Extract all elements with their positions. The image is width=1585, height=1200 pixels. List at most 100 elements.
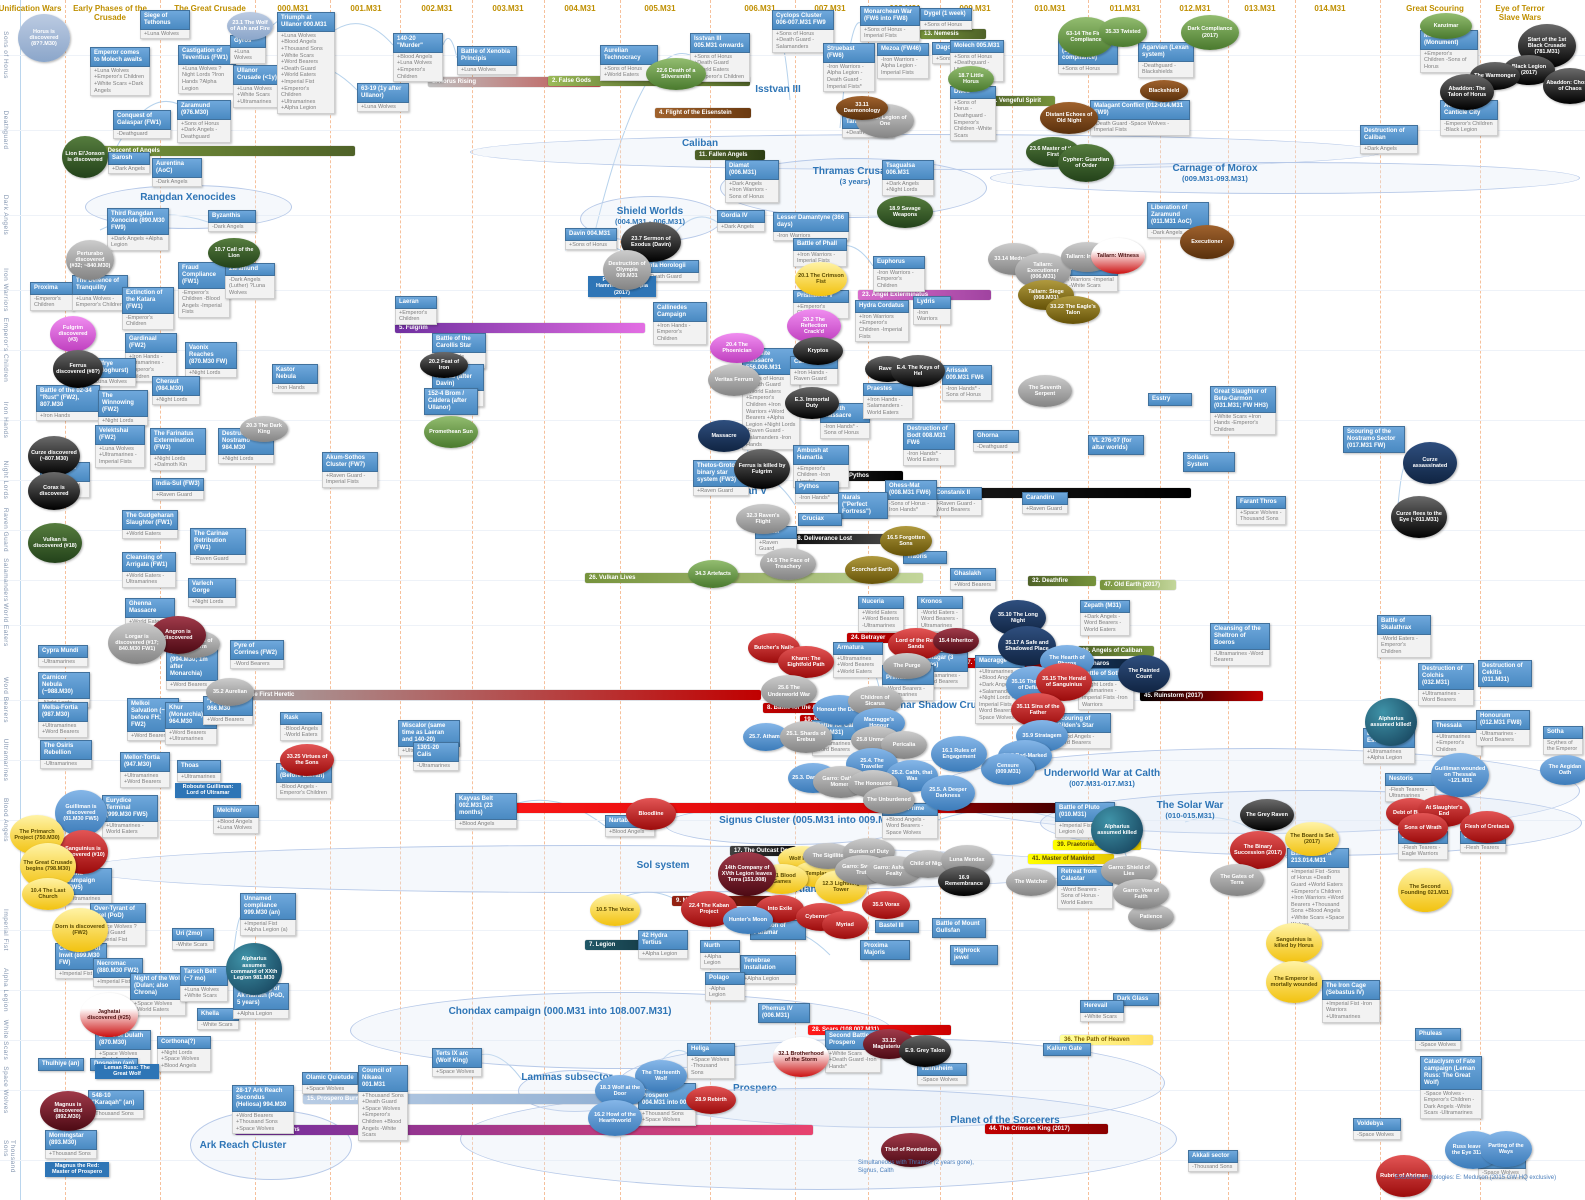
event-title: Fraud Compliance (FW1)	[178, 262, 230, 289]
story-ellipse: Alpharius assumed killed!	[1365, 698, 1417, 746]
event-box: Corthona(?) +Night Lords +Space Wolves +B…	[157, 1036, 211, 1072]
story-ellipse: 35.11 Sins of the Father	[1011, 693, 1065, 727]
event-title: Destruction of Caliban	[1360, 125, 1418, 145]
event-box: The Carinae Retribution (FW1) -Raven Guar…	[190, 528, 246, 565]
event-title: Struebast (FW6)	[823, 43, 875, 63]
event-legions: +Ultramarines -Word Bearers	[1418, 689, 1474, 706]
event-title: 140-20 "Murder"	[393, 33, 443, 53]
event-box: Ghaslakh +Word Bearers	[950, 568, 996, 591]
event-box: Sollaris System	[1183, 452, 1235, 472]
event-title: Kayvas Belt 002.M31 (23 months)	[455, 793, 517, 820]
book-bar: 2. False Gods	[548, 76, 678, 86]
story-ellipse: Parting of the Ways	[1480, 1131, 1532, 1167]
event-box: The Winnowing (FW2) +Night Lords	[98, 390, 148, 427]
story-ellipse: Blackshield	[1140, 80, 1188, 102]
column-header: 000.M31	[277, 4, 308, 13]
event-title: Scouring of Gilden's Star	[1053, 713, 1111, 733]
event-title: Aurelian Technocracy	[600, 45, 658, 65]
column-header: Great Scouring	[1406, 4, 1464, 13]
event-title: Hydra Cordatus	[855, 300, 909, 313]
book-bar: 41. Master of Mankind	[1028, 854, 1114, 864]
event-title: The Carinae Retribution (FW1)	[190, 528, 246, 555]
event-title: Herevail	[1080, 1000, 1124, 1013]
story-ellipse: 14th Company of XVth Legion leaves Terra…	[718, 852, 776, 896]
lane-divider	[0, 480, 1585, 481]
region-label: Underworld War at Calth (007.M31-017.M31)	[1043, 768, 1161, 788]
event-legions: +Luna Wolves +White Scars	[180, 985, 228, 1002]
event-box: 1301-20 Calis -Ultramarines	[413, 742, 459, 772]
book-bar: 34. Pharos	[1075, 659, 1155, 669]
event-box: Olamic Quietude +Space Wolves	[302, 1072, 358, 1095]
event-legions: +Night Lords	[218, 454, 274, 465]
event-title: 63-19 (1y after Ullanor)	[357, 83, 409, 103]
region-label: Caliban	[681, 138, 719, 149]
book-bar: 38. Angels of Caliban	[1078, 646, 1154, 656]
event-box: Laeran +Emperor's Children	[395, 296, 437, 326]
event-legions: +Blood Angels	[605, 827, 655, 838]
event-legions: +Space Wolves	[302, 1084, 358, 1095]
event-box: Struebast (FW6) -Iron Warriors -Alpha Leg…	[823, 43, 875, 93]
event-box: Varlech Gorge +Night Lords	[188, 578, 236, 608]
event-box: The Gudgeharan Slaughter (FW1) +World Eat…	[122, 510, 178, 540]
story-ellipse: Promethean Sun	[424, 416, 478, 448]
event-legions: -Ultramarines -Word Bearers	[1476, 729, 1530, 746]
event-legions: -Blood Angels -Emperor's Children	[276, 782, 332, 799]
story-ellipse: Corax is discovered	[28, 472, 80, 510]
event-legions: +Raven Guard	[693, 486, 749, 497]
lane-label-ultramarines: Ultramarines	[2, 738, 9, 782]
event-legions: +Luna Wolves	[230, 47, 266, 65]
event-title: Gordia IV	[717, 210, 765, 223]
column-header-label: Unification Wars	[0, 4, 62, 13]
event-box: Battle of the 02-34 "Rust" (FW2), 807.M3…	[36, 385, 100, 422]
story-ellipse: The Board is Set (2017)	[1285, 822, 1339, 856]
event-legions: +Blood Angels +Luna Wolves	[213, 817, 259, 835]
event-box: Akum-Sothos Cluster (FW7) +Raven Guard -I…	[322, 452, 378, 488]
event-title: The Iron Cage (Sebastus IV)	[1322, 980, 1380, 1000]
event-legions: +Imperial Fist -Sons of Horus +Death Gua…	[1287, 867, 1349, 931]
event-legions: +Iron Hands -Raven Guard	[790, 368, 838, 386]
book-bar: 13. Nemesis	[920, 29, 986, 39]
event-legions: +Dark Angels +Iron Warriors -Sons of Hor…	[725, 179, 779, 203]
event-title: Thessala	[1432, 720, 1482, 733]
event-title: Terts IX arc (Wolf King)	[432, 1048, 482, 1068]
column-header: 001.M31	[350, 4, 381, 13]
lane-label-emperor-s-children: Emperor's Children	[2, 317, 9, 383]
region-label: Thramas Crusade (3 years)	[812, 166, 898, 186]
story-ellipse: Curze assassinated	[1403, 442, 1457, 484]
story-ellipse: Executioner	[1180, 225, 1234, 259]
event-legions: +Raven Guard -Word Bearers	[932, 499, 982, 517]
event-legions: +Dark Angels	[108, 164, 150, 175]
column-header-label: 014.M31	[1314, 4, 1346, 13]
event-box: Phemus IV (006.M31)	[758, 1003, 810, 1023]
story-ellipse: Kanzimar	[1420, 13, 1472, 39]
event-box: Pyre of Corrines (FW2) -Word Bearers	[230, 640, 284, 670]
event-title: Third Rangdan Xenocide (890.M30 FW9)	[107, 208, 169, 235]
event-legions: -Ultramarines -Word Bearers	[1210, 649, 1270, 666]
story-ellipse: 16.9 Remembrance	[938, 866, 990, 896]
event-legions: +Ultramarines +Alpha Legion	[1363, 747, 1415, 764]
event-legions: +Emperor's Children	[395, 308, 437, 326]
story-ellipse: Guilliman is discovered (01.M30 FW5)	[55, 790, 107, 836]
event-box: Melba-Fortia (987.M30) +Ultramarines +Wor…	[38, 702, 88, 738]
book-bar: 4. Flight of the Eisenstein	[655, 108, 751, 118]
event-legions: -Space Wolves -Emperor's Children -Dark …	[1420, 1089, 1482, 1119]
event-legions: -Iron Hands*	[795, 493, 839, 504]
event-legions: -Space Wolves	[917, 1075, 967, 1086]
event-legions: -Iron Warriors -Alpha Legion -Imperial F…	[877, 55, 929, 79]
event-box: Cleansing of Arrigata (FW1) +World Eaters…	[122, 552, 176, 588]
event-box: Cyclops Cluster 006-007.M31 FW9 +Sons of …	[772, 10, 834, 53]
story-ellipse: 16.5 Forgotten Sons	[880, 526, 932, 556]
story-ellipse: Hunter's Moon	[723, 906, 773, 934]
event-title: Morningstar (893.M30)	[45, 1130, 97, 1150]
event-box: Khur (Monarchia) 964.M30 +Word Bearers +U…	[165, 702, 217, 745]
column-header-label: 001.M31	[350, 4, 382, 13]
column-header: 005.M31	[644, 4, 675, 13]
column-header-label: Early Phases of the Crusade	[73, 4, 147, 22]
event-title: Dark Glass	[1113, 993, 1159, 1006]
event-title: Carnicor Nebula (~988.M30)	[38, 672, 90, 699]
column-gridline	[65, 0, 66, 1200]
event-box: Byzanthis -Dark Angels	[208, 210, 256, 233]
event-title: Bastel III	[875, 920, 919, 933]
lane-label-alpha-legion: Alpha Legion	[2, 968, 9, 1012]
lane-divider	[0, 130, 1585, 131]
